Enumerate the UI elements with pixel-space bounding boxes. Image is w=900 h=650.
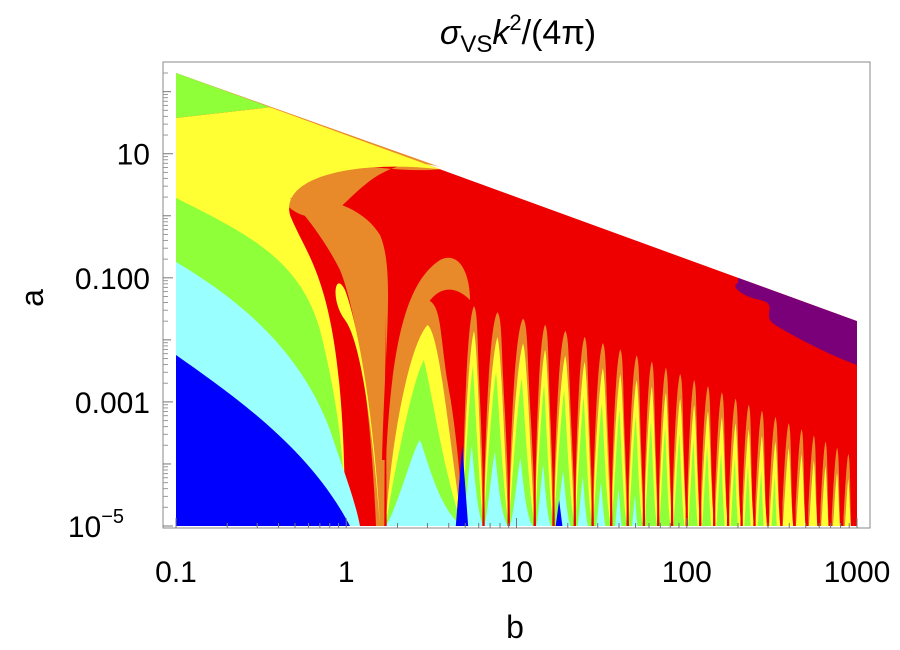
contour-fringe-divider xyxy=(591,358,594,526)
contour-regions xyxy=(176,73,857,526)
contour-fringe-yellow xyxy=(807,460,820,526)
contour-fringe-green xyxy=(534,384,554,526)
x-tick-label: 0.1 xyxy=(155,556,197,589)
contour-fringe-divider xyxy=(657,382,660,526)
y-tick-label: 10−5 xyxy=(68,506,124,544)
x-tick-label: 100 xyxy=(662,556,712,589)
contour-fringe-green xyxy=(627,415,644,526)
contour-fringe-green xyxy=(658,427,673,526)
x-tick-label: 1 xyxy=(338,556,355,589)
contour-fringe-divider xyxy=(806,450,809,526)
y-axis-title: a xyxy=(14,289,50,307)
contour-fringe-green xyxy=(767,476,782,526)
x-axis: 0.1 1 10 100 1000 xyxy=(155,518,890,589)
x-axis-title: b xyxy=(506,609,524,645)
contour-fringe-divider xyxy=(610,364,613,526)
contour-fringe-yellow xyxy=(830,472,843,526)
contour-fringe-divider xyxy=(670,388,674,526)
y-tick-label: 0.001 xyxy=(75,387,150,420)
contour-fringe-yellow xyxy=(819,466,831,526)
x-tick-label: 1000 xyxy=(824,556,891,589)
contour-fringe-green xyxy=(741,464,755,526)
contour-spike-blue xyxy=(455,445,469,526)
contour-fringe-divider xyxy=(552,345,555,526)
contour-fringe-green xyxy=(686,440,701,526)
contour-fringe-divider xyxy=(766,431,770,526)
contour-level-blue-band xyxy=(176,355,350,526)
contour-fringe-divider xyxy=(740,419,743,526)
contour-fringe-divider xyxy=(533,339,536,526)
contour-fringe-cyan xyxy=(483,452,509,526)
contour-fringe-divider xyxy=(482,327,485,526)
contour-fringe-divider xyxy=(726,413,730,526)
y-tick-label: 10 xyxy=(117,139,150,172)
contour-fringe-divider xyxy=(685,395,688,526)
y-axis: 10−5 0.001 0.100 10 xyxy=(68,72,173,544)
contour-fringe-green xyxy=(700,446,715,526)
contour-spike-blue xyxy=(555,500,563,526)
contour-fringe-yellow xyxy=(781,448,795,526)
contour-fringe-divider xyxy=(573,351,576,526)
contour-fringe-yellow xyxy=(842,478,854,526)
y-tick-label: 0.100 xyxy=(75,263,150,296)
contour-level-orange-lobe xyxy=(290,197,470,526)
contour-fringe-yellow xyxy=(794,454,808,526)
contour-fringe-divider xyxy=(713,407,716,526)
contour-fringe-divider xyxy=(818,456,821,526)
contour-fringe-green xyxy=(643,421,659,526)
contour-fringe-green xyxy=(714,452,729,526)
contour-fringe-divider xyxy=(384,315,387,526)
contour-level-green-corner xyxy=(176,73,270,118)
contour-fringe-divider xyxy=(793,444,796,526)
contour-fringe-cyan xyxy=(627,495,644,526)
contour-level-purple xyxy=(735,277,857,365)
contour-fringe-green xyxy=(592,403,612,526)
contour-fringe-green xyxy=(728,458,742,526)
contour-fringe-divider xyxy=(642,376,646,526)
contour-fringe-green xyxy=(508,378,535,526)
contour-fringe-cyan xyxy=(611,489,628,526)
contour-fringe-green xyxy=(672,433,687,526)
contour-fringe-divider xyxy=(626,370,629,526)
chart-title: σVSk2/(4π) xyxy=(440,10,596,58)
contour-fringe-green xyxy=(483,372,509,526)
contour-fringe-divider xyxy=(841,468,844,526)
contour-fringe-divider xyxy=(829,462,832,526)
contour-fringe-cyan xyxy=(574,476,593,526)
contour-fringe-cyan xyxy=(462,446,484,526)
contour-fringe-green xyxy=(611,409,628,526)
contour-fringe-cyan xyxy=(508,458,535,526)
contour-fringe-divider xyxy=(507,333,510,526)
contour-fringe-divider xyxy=(780,438,783,526)
contour-fringe-green xyxy=(754,470,768,526)
contour-level-yellow-lobe xyxy=(335,283,380,526)
contour-level-orange-wing xyxy=(176,73,440,218)
contour-fringe-green xyxy=(574,396,593,526)
contour-fringe-cyan xyxy=(385,440,463,526)
contour-fringe-cyan xyxy=(534,464,554,526)
contour-fringe-divider xyxy=(753,425,756,526)
x-tick-label: 10 xyxy=(500,556,533,589)
contour-fringe-divider xyxy=(699,401,702,526)
contour-fringe-green xyxy=(553,390,575,526)
contour-fringe-cyan xyxy=(592,483,612,526)
